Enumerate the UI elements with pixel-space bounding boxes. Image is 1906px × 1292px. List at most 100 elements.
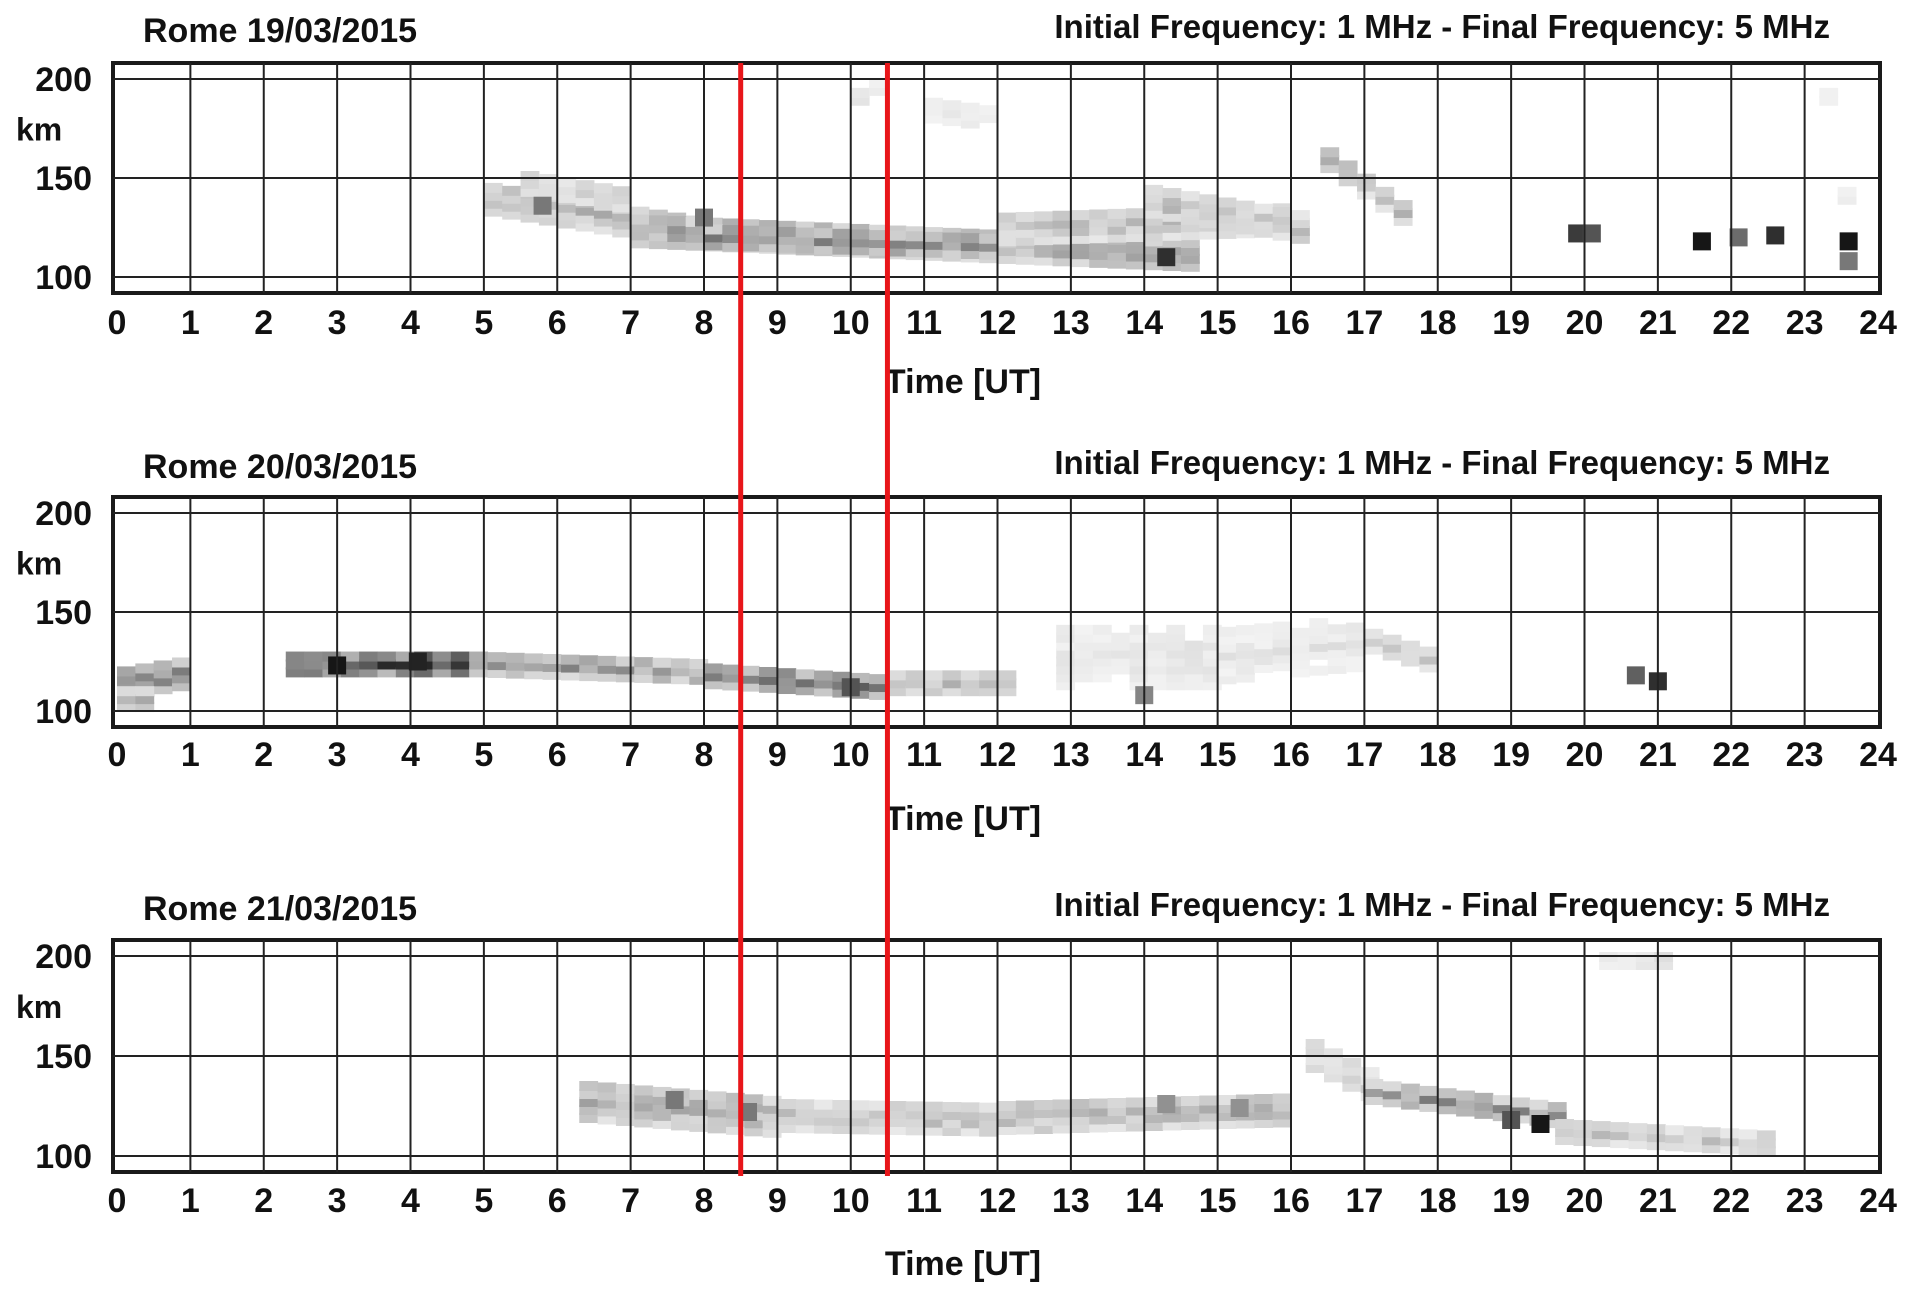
heat-cell: [1129, 664, 1149, 675]
heat-cell: [924, 670, 943, 681]
x-tick-label: 20: [1566, 1182, 1604, 1220]
heat-cell: [1184, 656, 1204, 667]
heat-cell: [634, 1085, 654, 1096]
heat-cell: [1235, 664, 1255, 675]
heat-cell: [1162, 222, 1182, 233]
heat-cell: [795, 685, 815, 696]
heat-cell: [1591, 1121, 1611, 1132]
heat-cell: [942, 108, 962, 119]
heat-cell: [135, 671, 155, 682]
heat-cell: [689, 658, 709, 669]
heat-cell: [597, 655, 617, 666]
heat-cell: [997, 670, 1017, 681]
heat-cell: [1089, 209, 1109, 220]
heat-cell: [1125, 1105, 1145, 1116]
heat-cell: [1129, 648, 1149, 659]
heat-cell: [1610, 1130, 1630, 1141]
heat-cell: [1591, 1137, 1611, 1148]
heat-cell: [597, 671, 617, 682]
heat-cell: [1756, 1130, 1776, 1141]
x-tick-label: 10: [832, 1182, 870, 1220]
heat-cell: [1074, 664, 1094, 675]
heat-cell: [722, 664, 742, 675]
x-tick-label: 10: [832, 736, 870, 774]
heat-cell: [652, 1102, 672, 1113]
heat-blob: [1729, 228, 1748, 247]
heat-cell: [1052, 210, 1072, 221]
heat-cell: [1235, 640, 1255, 651]
heat-cell: [1144, 1105, 1164, 1115]
heat-cell: [542, 654, 562, 665]
heat-cell: [1342, 1057, 1362, 1068]
heat-cell: [1235, 224, 1255, 235]
heat-cell: [960, 1110, 980, 1121]
heat-cell: [1199, 1095, 1219, 1106]
heat-cell: [1074, 672, 1094, 683]
x-tick-label: 24: [1859, 1182, 1897, 1220]
x-tick-label: 5: [474, 736, 493, 774]
heat-cell: [652, 673, 672, 684]
heat-cell: [1089, 257, 1109, 268]
heat-cell: [887, 246, 907, 257]
x-tick-label: 2: [254, 736, 273, 774]
heat-cell: [1382, 1089, 1402, 1100]
heat-cell: [1034, 247, 1054, 258]
heat-cell: [1555, 1119, 1574, 1129]
heat-cell: [1291, 225, 1310, 236]
heat-cell: [1217, 197, 1237, 208]
heat-cell: [1070, 225, 1090, 236]
heat-cell: [630, 206, 650, 217]
heat-cell: [1217, 674, 1237, 685]
heat-cell: [1327, 656, 1347, 667]
heat-cell: [1272, 206, 1292, 217]
heat-blob: [1157, 1095, 1176, 1113]
heat-cell: [1202, 656, 1222, 667]
heat-cell: [740, 681, 760, 692]
x-tick-label: 14: [1125, 1182, 1163, 1220]
heat-cell: [1665, 1133, 1685, 1144]
y-tick-label: 150: [35, 1038, 92, 1076]
heat-cell: [1074, 656, 1094, 667]
heat-cell: [575, 221, 595, 232]
heat-cell: [997, 678, 1017, 689]
x-tick-label: 3: [328, 1182, 347, 1220]
heat-cell: [1034, 211, 1054, 222]
heat-cell: [869, 77, 888, 88]
heat-cell: [1111, 664, 1131, 675]
heat-cell: [1254, 1110, 1274, 1120]
heat-cell: [612, 202, 632, 213]
heat-blob: [739, 1103, 758, 1121]
heat-cell: [704, 240, 723, 251]
heat-cell: [1199, 210, 1219, 221]
heat-cell: [814, 1099, 833, 1110]
heat-cell: [850, 672, 870, 683]
heat-cell: [469, 659, 489, 670]
y-tick-label: 100: [35, 693, 92, 731]
heat-cell: [1720, 1136, 1740, 1147]
heat-cell: [1199, 229, 1219, 240]
heat-cell: [575, 213, 595, 224]
heat-cell: [1089, 225, 1109, 236]
x-tick-label: 16: [1272, 1182, 1310, 1220]
heat-cell: [557, 185, 577, 196]
heat-cell: [1092, 672, 1112, 683]
heat-cell: [615, 1115, 635, 1126]
heat-cell: [1254, 647, 1274, 658]
heat-cell: [1015, 1124, 1035, 1135]
heat-cell: [1555, 1135, 1574, 1145]
x-axis-label: Time [UT]: [885, 800, 1041, 838]
x-tick-label: 19: [1492, 1182, 1530, 1220]
heat-blob: [1692, 232, 1711, 251]
heat-cell: [689, 1105, 709, 1116]
heat-cell: [593, 199, 613, 210]
x-tick-label: 6: [548, 736, 567, 774]
heat-cell: [1056, 680, 1076, 691]
heat-cell: [1291, 218, 1310, 228]
heat-cell: [648, 239, 668, 250]
heat-cell: [1646, 1132, 1666, 1143]
heat-cell: [1180, 230, 1200, 241]
heat-cell: [1291, 635, 1310, 646]
heat-cell: [1492, 1095, 1512, 1106]
heat-cell: [850, 87, 870, 98]
heat-cell: [1180, 222, 1200, 233]
